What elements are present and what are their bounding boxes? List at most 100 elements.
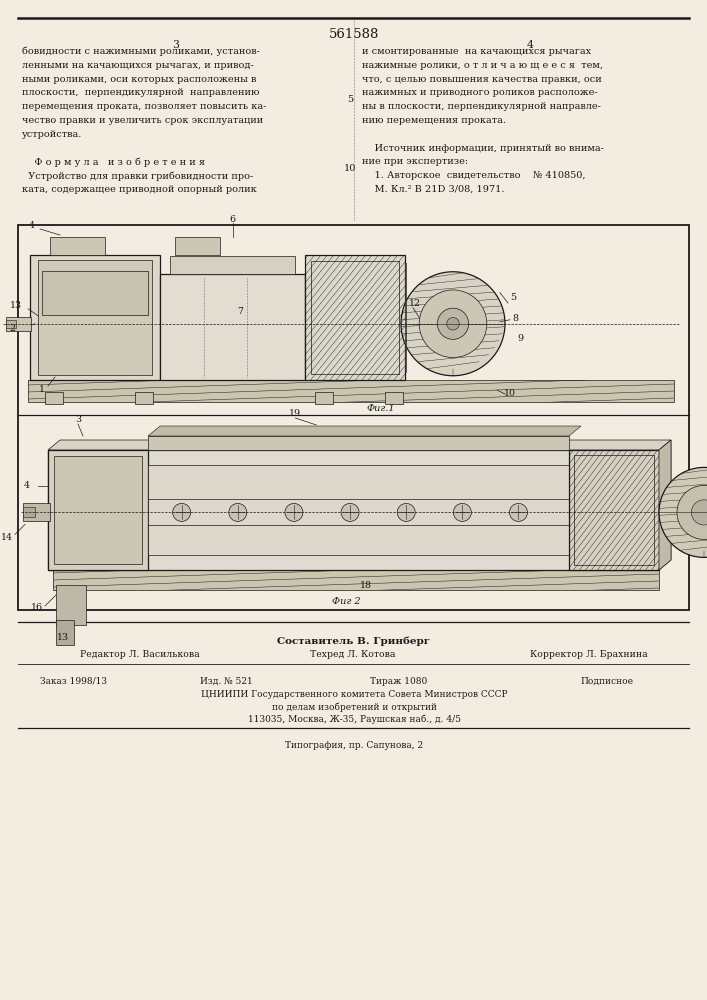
Text: Техред Л. Котова: Техред Л. Котова [310,650,395,659]
Bar [659,465,664,555]
Polygon shape [659,440,671,570]
Bar [175,237,220,255]
Bar [48,450,659,570]
Bar [148,465,569,555]
Bar [315,392,333,404]
Text: Фиг.1: Фиг.1 [367,404,395,413]
Text: 10: 10 [504,389,516,398]
Text: перемещения проката, позволяет повысить ка-: перемещения проката, позволяет повысить … [22,102,267,111]
Bar [30,255,160,380]
Text: М. Кл.² В 21D 3/08, 1971.: М. Кл.² В 21D 3/08, 1971. [362,185,505,194]
Text: Ф о р м у л а   и з о б р е т е н и я: Ф о р м у л а и з о б р е т е н и я [22,157,205,167]
Circle shape [397,503,415,521]
Bar [385,392,403,404]
Circle shape [510,503,527,521]
Text: Заказ 1998/13: Заказ 1998/13 [40,677,107,686]
Text: 14: 14 [1,533,13,542]
Text: плоскости,  перпендикулярной  направлению: плоскости, перпендикулярной направлению [22,88,259,97]
Text: 13: 13 [57,634,69,643]
Text: ленными на качающихся рычагах, и привод-: ленными на качающихся рычагах, и привод- [22,61,254,70]
Bar [23,503,50,521]
Bar [148,436,569,450]
Text: Типография, пр. Сапунова, 2: Типография, пр. Сапунова, 2 [285,741,423,750]
Text: ными роликами, оси которых расположены в: ными роликами, оси которых расположены в [22,75,257,84]
Text: 3: 3 [173,40,180,50]
Text: 561588: 561588 [329,28,379,41]
Text: бовидности с нажимными роликами, установ-: бовидности с нажимными роликами, установ… [22,47,260,56]
Text: Устройство для правки грибовидности про-: Устройство для правки грибовидности про- [22,171,253,181]
Bar [23,507,35,517]
Bar [305,255,405,380]
Text: 1. Авторское  свидетельство    № 410850,: 1. Авторское свидетельство № 410850, [362,171,585,180]
Text: ЦНИИПИ Государственного комитета Совета Министров СССР: ЦНИИПИ Государственного комитета Совета … [201,690,508,699]
Circle shape [453,503,472,521]
Circle shape [341,503,359,521]
Text: устройства.: устройства. [22,130,83,139]
Polygon shape [148,426,581,436]
Circle shape [173,503,191,521]
Bar [135,392,153,404]
Text: чество правки и увеличить срок эксплуатации: чество правки и увеличить срок эксплуата… [22,116,263,125]
Text: Подписное: Подписное [580,677,633,686]
Bar [18,225,689,610]
Text: 4: 4 [527,40,534,50]
Circle shape [419,290,487,358]
Circle shape [229,503,247,521]
Circle shape [691,500,707,525]
Text: Редактор Л. Василькова: Редактор Л. Василькова [80,650,200,659]
Polygon shape [659,440,671,570]
Text: 13: 13 [10,301,22,310]
Text: 1: 1 [39,385,45,394]
Bar [53,570,659,590]
Text: нажимные ролики, о т л и ч а ю щ е е с я  тем,: нажимные ролики, о т л и ч а ю щ е е с я… [362,61,603,70]
Bar [45,392,63,404]
Text: Тираж 1080: Тираж 1080 [370,677,427,686]
Text: что, с целью повышения качества правки, оси: что, с целью повышения качества правки, … [362,75,602,84]
Bar [48,450,148,570]
Text: нажимных и приводного роликов расположе-: нажимных и приводного роликов расположе- [362,88,597,97]
Bar [6,317,31,331]
Text: 18: 18 [360,580,372,589]
Text: 5: 5 [510,293,516,302]
Text: 3: 3 [75,416,81,424]
Text: 12: 12 [409,299,421,308]
Text: 7: 7 [237,307,243,316]
Bar [56,620,74,645]
Circle shape [438,308,469,339]
Text: 4: 4 [24,482,30,490]
Text: 19: 19 [289,410,301,418]
Bar [160,274,305,380]
Text: 8: 8 [512,314,518,323]
Text: 4: 4 [29,221,35,230]
Bar [42,271,148,315]
Text: Изд. № 521: Изд. № 521 [200,677,252,686]
Bar [54,456,142,564]
Text: Фиг 2: Фиг 2 [332,597,361,606]
Text: ката, содержащее приводной опорный ролик: ката, содержащее приводной опорный ролик [22,185,257,194]
Text: 5: 5 [347,95,353,104]
Text: 113035, Москва, Ж-35, Раушская наб., д. 4/5: 113035, Москва, Ж-35, Раушская наб., д. … [247,714,460,724]
Circle shape [677,485,707,539]
Text: нию перемещения проката.: нию перемещения проката. [362,116,506,125]
Bar [170,256,295,274]
Bar [50,237,105,255]
Text: Источник информации, принятый во внима-: Источник информации, принятый во внима- [362,144,604,153]
Circle shape [285,503,303,521]
Bar [569,450,659,570]
Bar [56,585,86,625]
Bar [28,380,674,402]
Circle shape [659,467,707,557]
Text: по делам изобретений и открытий: по делам изобретений и открытий [271,702,436,712]
Text: 2: 2 [9,324,15,333]
Text: 16: 16 [31,603,43,612]
Text: 9: 9 [517,334,523,343]
Bar [405,263,406,372]
Text: ние при экспертизе:: ние при экспертизе: [362,157,468,166]
Polygon shape [48,440,671,450]
Text: Корректор Л. Брахнина: Корректор Л. Брахнина [530,650,648,659]
Text: 10: 10 [344,164,356,173]
Bar [574,455,654,565]
Text: ны в плоскости, перпендикулярной направле-: ны в плоскости, перпендикулярной направл… [362,102,601,111]
Text: 6: 6 [230,215,235,224]
Text: и смонтированные  на качающихся рычагах: и смонтированные на качающихся рычагах [362,47,591,56]
